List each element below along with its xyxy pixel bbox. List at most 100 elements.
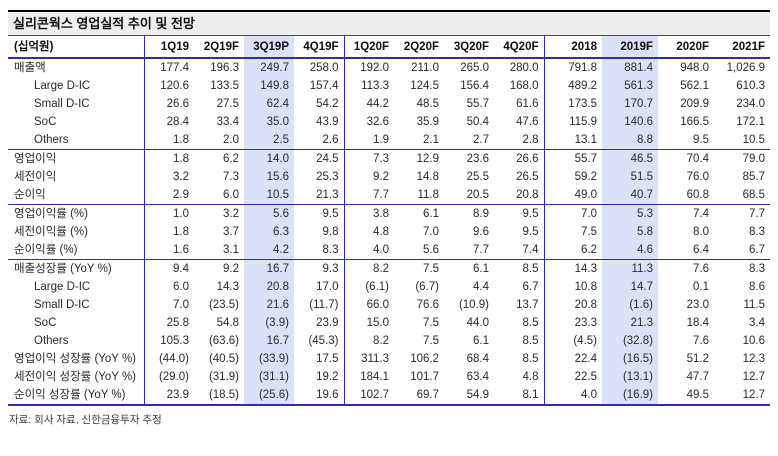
table-cell: 149.8	[244, 77, 294, 95]
table-row: Large D-IC 120.6 133.5 149.8 157.4 113.3 124.5…	[8, 77, 770, 95]
table-cell: 177.4	[143, 58, 194, 77]
table-row: 순이익률 (%) 1.6 3.1 4.2 8.3 4.0 5.6 7.7 7.4 6.2 4.6 6.…	[8, 241, 770, 260]
table-cell: 3.4	[749, 317, 765, 329]
table-cell: 68.4	[466, 353, 489, 365]
table-cell: 22.5	[543, 368, 602, 386]
row-label: 세전이익률 (%)	[14, 226, 88, 238]
table-cell: 561.3	[602, 77, 658, 95]
table-row: SoC 28.4 33.4 35.0 43.9 32.6 35.9 50.4 47.6 115.9…	[8, 113, 770, 131]
table-cell: 13.7	[516, 299, 539, 311]
table-cell: 9.5	[522, 226, 539, 238]
table-cell: (40.5)	[208, 353, 239, 365]
row-label: 영업이익률 (%)	[14, 208, 88, 220]
row-label: 순이익률 (%)	[8, 241, 144, 260]
table-cell: 7.3	[223, 171, 239, 183]
table-cell: 6.1	[473, 335, 489, 347]
table-cell: 25.3	[316, 171, 339, 183]
table-cell: 21.3	[602, 314, 658, 332]
table-cell: 10.8	[543, 278, 602, 296]
table-cell: 35.9	[416, 116, 439, 128]
table-cell: 4.8	[343, 223, 394, 241]
table-cell: 79.0	[742, 153, 765, 165]
table-cell: 4.6	[602, 241, 658, 260]
table-cell: 11.8	[394, 186, 444, 205]
table-cell: 9.4	[143, 259, 194, 278]
table-cell: 7.6	[693, 335, 709, 347]
table-cell: 7.6	[693, 263, 709, 275]
table-cell: 8.3	[294, 241, 344, 260]
table-cell: 140.6	[602, 113, 658, 131]
table-cell: 20.8	[494, 186, 544, 205]
table-cell: 26.5	[516, 171, 539, 183]
table-cell: 10.6	[742, 335, 765, 347]
table-cell: 5.8	[602, 223, 658, 241]
table-row: 영업이익률 (%) 1.0 3.2 5.6 9.5 3.8 6.1 8.9 9.5 7.0 5.3 7…	[8, 204, 770, 223]
table-cell: 9.3	[322, 263, 339, 275]
earnings-report-table: 실리콘웍스 영업실적 추이 및 전망 (십억원) 1Q19 2Q19F 3Q19P 4…	[8, 10, 770, 427]
table-cell: 69.7	[416, 389, 439, 401]
table-cell: 3.1	[194, 241, 244, 260]
table-cell: 8.8	[602, 131, 658, 150]
table-cell: 0.1	[693, 281, 709, 293]
column-header-1q20f: 1Q20F	[343, 36, 394, 59]
row-label: 순이익 성장률 (YoY %)	[14, 389, 126, 401]
table-cell: 8.3	[749, 226, 765, 238]
page-title: 실리콘웍스 영업실적 추이 및 전망	[8, 10, 770, 36]
table-cell: 14.8	[416, 171, 439, 183]
table-row: 영업이익 1.8 6.2 14.0 24.5 7.3 12.9 23.6 26.6 55.7 46.…	[8, 149, 770, 168]
table-cell: 168.0	[509, 80, 539, 92]
table-cell: 62.4	[244, 95, 294, 113]
table-cell: 1.9	[343, 131, 394, 150]
table-cell: 8.2	[343, 259, 394, 278]
table-cell: 5.6	[244, 204, 294, 223]
table-cell: 192.0	[343, 58, 394, 77]
table-cell: 8.5	[522, 317, 539, 329]
table-cell: 8.1	[522, 389, 539, 401]
table-cell: (29.0)	[143, 368, 194, 386]
table-cell: 7.4	[494, 241, 544, 260]
source-note: 자료: 회사 자료, 신한금융투자 추정	[9, 414, 162, 426]
table-cell: 49.5	[686, 389, 709, 401]
table-cell: 19.2	[316, 371, 339, 383]
table-cell: (11.7)	[309, 299, 339, 311]
table-cell: 610.3	[736, 80, 765, 92]
row-label: Others	[34, 335, 69, 347]
table-cell: 9.6	[473, 226, 489, 238]
table-cell: (6.1)	[343, 278, 394, 296]
column-header-4q20f: 4Q20F	[494, 36, 544, 59]
table-cell: 76.6	[416, 299, 439, 311]
table-cell: 11.5	[743, 299, 765, 311]
table-cell: 1.8	[143, 223, 194, 241]
table-cell: 54.8	[216, 317, 239, 329]
table-cell: 211.0	[411, 62, 439, 74]
table-cell: 68.5	[714, 186, 770, 205]
table-cell: 66.0	[343, 296, 394, 314]
row-label: Small D-IC	[34, 98, 90, 110]
table-cell: 7.5	[423, 263, 439, 275]
column-header-2018: 2018	[543, 36, 602, 59]
table-cell: 3.2	[143, 168, 194, 186]
table-cell: 562.1	[680, 80, 709, 92]
table-cell: 234.0	[736, 98, 765, 110]
table-cell: 265.0	[460, 62, 489, 74]
table-cell: 948.0	[680, 62, 709, 74]
table-cell: 2.1	[394, 131, 444, 150]
table-row: 순이익 2.9 6.0 10.5 21.3 7.7 11.8 20.5 20.8 49.0 40.7…	[8, 186, 770, 205]
column-header-3q20f: 3Q20F	[444, 36, 494, 59]
table-cell: (32.8)	[602, 332, 658, 350]
table-cell: 7.7	[343, 186, 394, 205]
table-cell: 23.3	[543, 314, 602, 332]
table-cell: (63.6)	[208, 335, 239, 347]
table-cell: 2.9	[143, 186, 194, 205]
column-header-3q19p: 3Q19P	[244, 36, 294, 59]
table-cell: 4.4	[473, 281, 489, 293]
table-cell: 209.9	[680, 98, 709, 110]
row-label: 세전이익	[14, 171, 57, 183]
table-cell: (16.5)	[602, 350, 658, 368]
table-cell: 46.5	[602, 149, 658, 168]
table-cell: 7.4	[693, 208, 709, 220]
table-cell: 10.5	[714, 131, 770, 150]
table-cell: 5.3	[602, 204, 658, 223]
table-cell: 11.3	[602, 259, 658, 278]
table-cell: (33.9)	[244, 350, 294, 368]
